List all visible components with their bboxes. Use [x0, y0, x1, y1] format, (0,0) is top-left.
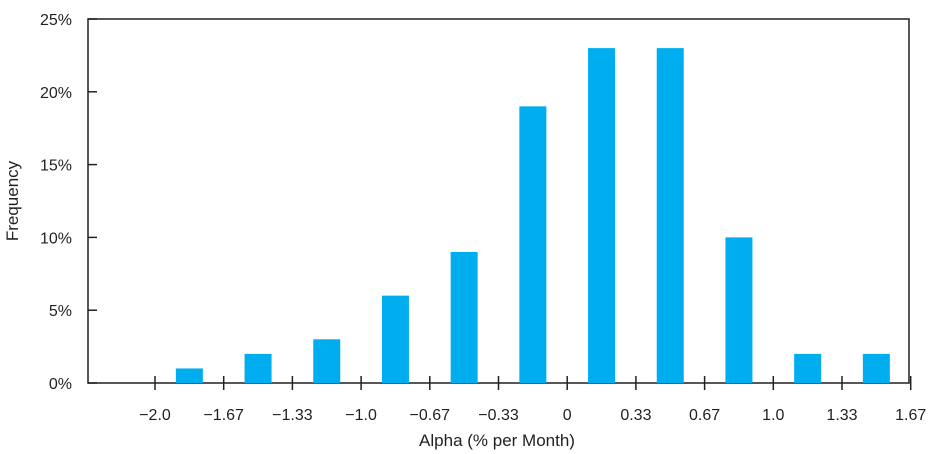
x-tick-label: −0.33 [478, 407, 519, 424]
bar [313, 339, 341, 383]
x-tick-label: −1.67 [203, 407, 244, 424]
x-tick-label: 0 [563, 407, 572, 424]
bar [794, 353, 822, 383]
x-tick-label: −2.0 [139, 407, 171, 424]
x-axis-title: Alpha (% per Month) [419, 431, 575, 450]
y-tick-label: 10% [40, 230, 72, 247]
bar [519, 106, 547, 384]
y-axis-title: Frequency [3, 160, 22, 241]
x-axis: −2.0 −1.67 −1.33 −1.0 −0.67 −0.33 0 0.33 0.67 1.0… [139, 376, 926, 424]
bar [244, 353, 272, 383]
bar [725, 237, 753, 383]
x-tick-label: 1.67 [895, 407, 926, 424]
x-tick-label: 0.33 [620, 407, 651, 424]
x-tick-label: −1.0 [345, 407, 377, 424]
bar [175, 368, 203, 383]
x-tick-label: 1.33 [826, 407, 857, 424]
x-tick-label: 1.0 [762, 407, 784, 424]
x-tick-label: 0.67 [689, 407, 720, 424]
y-tick-label: 20% [40, 85, 72, 102]
plot-frame [87, 18, 910, 384]
bar [450, 251, 478, 383]
bar [381, 295, 409, 383]
bar [588, 48, 616, 384]
bar [862, 353, 890, 383]
y-tick-label: 15% [40, 158, 72, 175]
y-axis: 0% 5% 10% 15% 20% 25% [40, 12, 97, 393]
y-tick-label: 0% [49, 376, 72, 393]
x-tick-label: −1.33 [272, 407, 313, 424]
bar [656, 48, 684, 384]
y-tick-label: 5% [49, 303, 72, 320]
x-tick-label: −0.67 [410, 407, 451, 424]
bars-group [175, 48, 890, 384]
y-tick-label: 25% [40, 12, 72, 29]
